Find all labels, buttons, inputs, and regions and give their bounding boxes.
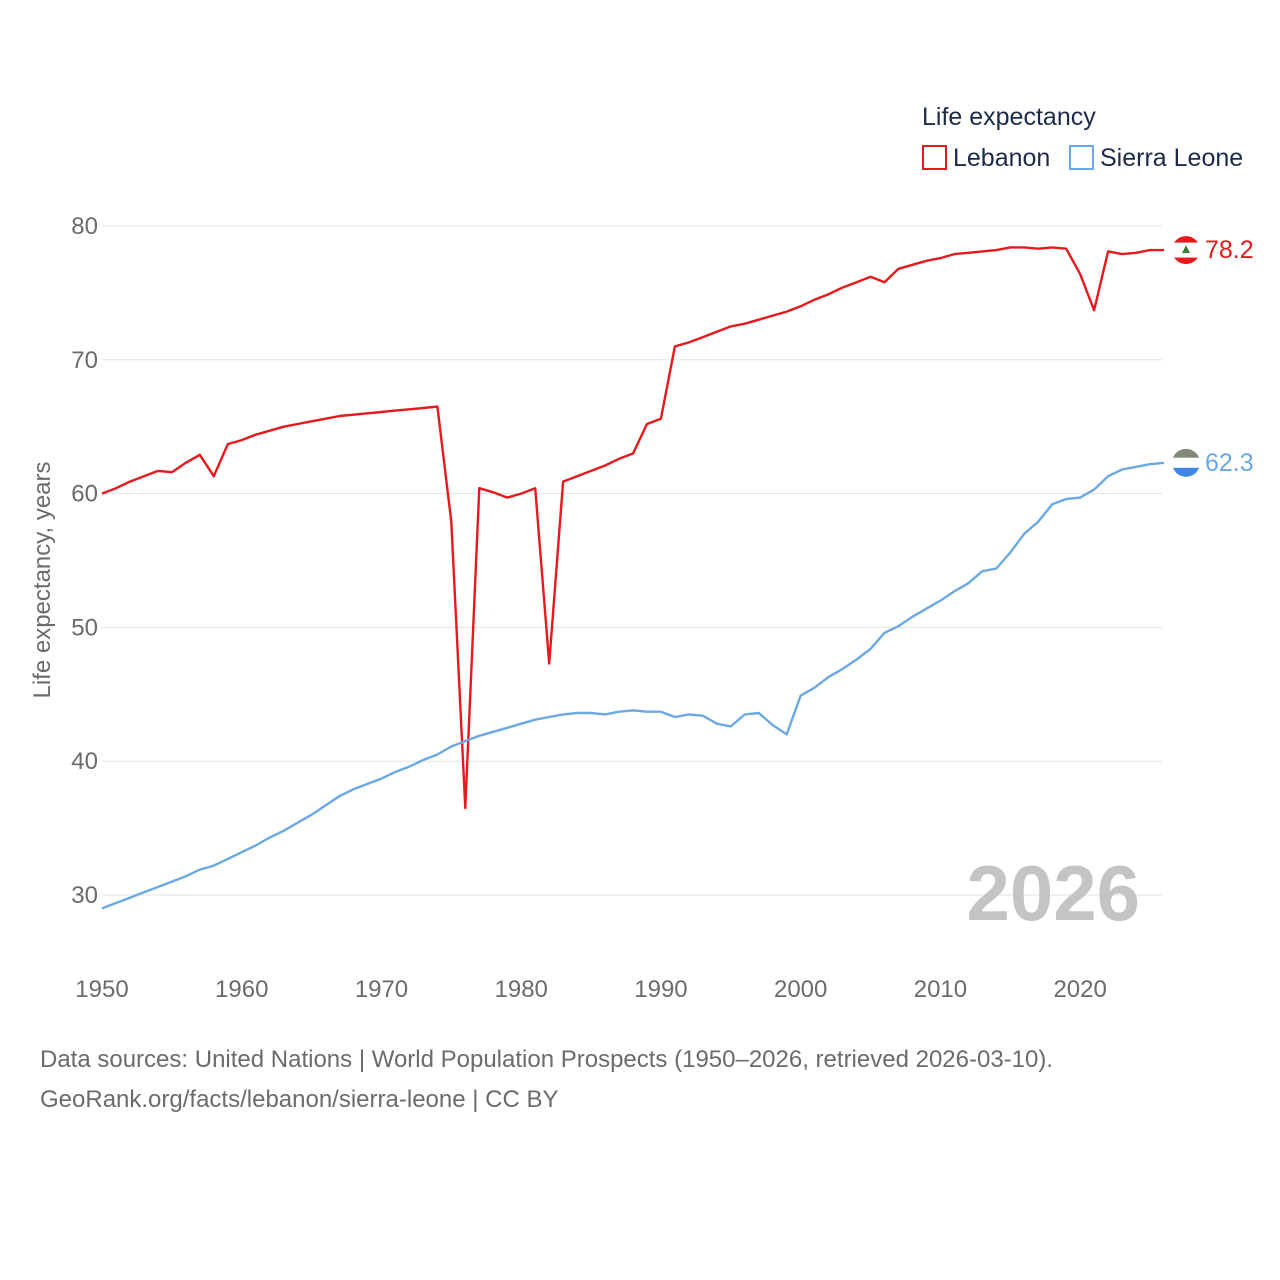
legend-item-sierra-leone[interactable]: Sierra Leone xyxy=(1069,144,1243,172)
attribution-text: GeoRank.org/facts/lebanon/sierra-leone |… xyxy=(40,1086,559,1113)
legend-label-lebanon: Lebanon xyxy=(953,144,1050,172)
grid-lines xyxy=(102,225,1162,896)
y-axis-ticks: 30 40 50 60 70 80 xyxy=(71,213,98,909)
x-tick-label-1990: 1990 xyxy=(634,976,687,1003)
y-tick-label-30: 30 xyxy=(71,882,98,909)
x-tick-label-1980: 1980 xyxy=(495,976,548,1003)
y-axis-title: Life expectancy, years xyxy=(29,461,56,698)
end-value-label-lebanon: 78.2 xyxy=(1205,236,1254,264)
series-line-sierra-leone xyxy=(101,461,1165,910)
legend-title: Life expectancy xyxy=(922,103,1096,131)
y-tick-label-70: 70 xyxy=(71,347,98,374)
legend-swatch-lebanon xyxy=(922,145,947,170)
year-watermark: 2026 xyxy=(966,849,1140,937)
legend-label-sierra-leone: Sierra Leone xyxy=(1100,144,1243,172)
x-tick-label-1970: 1970 xyxy=(355,976,408,1003)
x-tick-label-1950: 1950 xyxy=(75,976,128,1003)
end-markers: 78.2 62.3 xyxy=(1172,236,1254,477)
y-tick-label-40: 40 xyxy=(71,748,98,775)
end-value-label-sierra-leone: 62.3 xyxy=(1205,449,1254,477)
sierra-leone-flag-icon xyxy=(1172,448,1200,477)
y-tick-label-60: 60 xyxy=(71,481,98,508)
legend: Life expectancy Lebanon Sierra Leone xyxy=(922,103,1243,172)
x-axis-ticks: 1950 1960 1970 1980 1990 2000 2010 2020 xyxy=(75,976,1107,1003)
legend-swatch-sierra-leone xyxy=(1069,145,1094,170)
end-marker-lebanon xyxy=(1172,236,1200,265)
y-tick-label-80: 80 xyxy=(71,213,98,240)
lebanon-flag-icon xyxy=(1172,236,1200,265)
x-tick-label-2010: 2010 xyxy=(914,976,967,1003)
end-marker-sierra-leone xyxy=(1172,448,1200,477)
x-tick-label-1960: 1960 xyxy=(215,976,268,1003)
x-tick-label-2000: 2000 xyxy=(774,976,827,1003)
series-line-lebanon xyxy=(101,246,1164,810)
life-expectancy-chart: 30 40 50 60 70 80 1950 1960 1970 1980 1990 2000 201… xyxy=(29,103,1254,1003)
series-lines xyxy=(101,246,1165,910)
x-tick-label-2020: 2020 xyxy=(1053,976,1106,1003)
data-sources-text: Data sources: United Nations | World Pop… xyxy=(40,1046,1054,1073)
legend-item-lebanon[interactable]: Lebanon xyxy=(922,144,1050,172)
y-tick-label-50: 50 xyxy=(71,614,98,641)
